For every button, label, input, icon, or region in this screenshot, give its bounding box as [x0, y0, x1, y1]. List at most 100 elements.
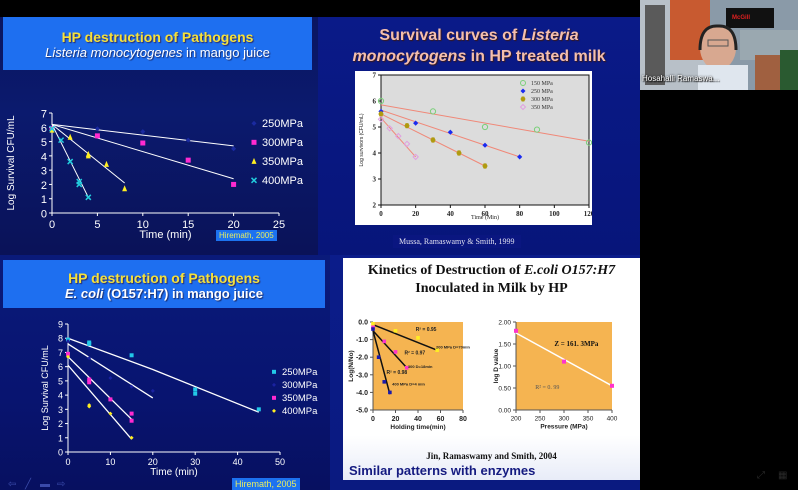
data-point: [393, 350, 398, 354]
annotation: 400 MPa D=4 min: [392, 381, 425, 386]
data-point: [140, 140, 146, 146]
pen-icon[interactable]: ╱: [25, 479, 32, 490]
data-point: [256, 407, 261, 412]
y-tick-label: 7: [373, 72, 377, 80]
forward-arrow-icon[interactable]: ⇨: [57, 479, 66, 490]
legend-label: 300 MPa: [531, 97, 553, 103]
y-tick-label: -4.0: [356, 390, 368, 397]
legend-label: 250MPa: [262, 118, 304, 130]
data-point: [585, 139, 592, 146]
z-value-annotation: Z = 161. 3MPa: [554, 340, 599, 348]
x-tick-label: 80: [459, 416, 467, 423]
data-point: [481, 123, 489, 131]
kinetics-panel: Kinetics of Destruction of E.coli O157:H…: [343, 258, 640, 480]
organism-name: E. coli: [65, 286, 104, 301]
y-tick-label: -5.0: [356, 408, 368, 415]
data-point: [87, 341, 92, 346]
y-tick-label: 6: [373, 98, 377, 106]
y-axis-label: Log Survival CFU/mL: [6, 115, 17, 210]
data-point: [377, 97, 385, 105]
trend-line: [67, 356, 133, 420]
trend-line: [67, 343, 154, 399]
trend-line: [515, 332, 613, 387]
slide-title: HP destruction of Pathogens: [68, 270, 260, 286]
data-point: [514, 328, 518, 333]
citation: Mussa, Ramaswamy & Smith, 1999: [393, 235, 521, 248]
data-point: [108, 411, 113, 416]
annotation: R² = 0.95: [416, 327, 437, 333]
data-point: [67, 133, 73, 140]
x-axis-label: Pressure (MPa): [540, 424, 587, 431]
data-point: [533, 126, 541, 133]
data-point: [87, 404, 92, 409]
y-tick-label: 0: [41, 209, 47, 221]
data-point: [520, 88, 526, 94]
citation: Hiremath, 2005: [216, 230, 277, 241]
x-tick-label: 0: [379, 210, 383, 218]
data-point: [108, 376, 113, 381]
title-text: Survival curves of: [379, 27, 522, 44]
expand-icon[interactable]: ⤢: [757, 470, 765, 481]
back-arrow-icon[interactable]: ⇦: [8, 479, 17, 490]
grid-view-icon[interactable]: ▦: [778, 470, 788, 481]
data-point: [103, 160, 109, 167]
legend-label: 350MPa: [262, 156, 304, 168]
plot-area: [380, 74, 590, 206]
title-italic: E.coli O157:H7: [524, 263, 616, 278]
y-tick-label: -2.0: [356, 355, 368, 362]
y-tick-label: -3.0: [356, 372, 368, 379]
legend-label: 400MPa: [262, 175, 304, 187]
y-tick-label: 4: [373, 150, 377, 158]
x-axis-label: Holding time(min): [390, 424, 445, 431]
data-point: [382, 339, 387, 344]
data-point: [272, 369, 276, 374]
title-italic: Listeria: [521, 27, 579, 44]
y-tick-label: 2.00: [498, 319, 511, 326]
data-point: [388, 390, 392, 395]
citation: Jin, Ramaswamy and Smith, 2004: [426, 451, 557, 461]
data-point: [251, 157, 257, 164]
data-point: [85, 152, 91, 159]
data-point: [108, 397, 113, 402]
y-tick-label: 6: [58, 362, 63, 372]
data-point: [435, 348, 439, 352]
data-point: [382, 380, 387, 384]
x-axis-label: Time (Min): [471, 214, 499, 221]
data-point: [520, 96, 526, 102]
y-tick-label: 0: [58, 448, 63, 458]
data-point: [378, 111, 384, 117]
annotation: 300 D=18min: [408, 364, 433, 369]
presenter-video: McGill: [640, 0, 798, 90]
trend-line: [51, 123, 234, 180]
plot-area: [516, 322, 612, 410]
data-point: [85, 194, 92, 201]
slides-grid-icon[interactable]: ▬: [40, 479, 50, 490]
data-point: [519, 103, 527, 111]
data-point: [94, 133, 100, 139]
data-point: [129, 418, 134, 423]
data-point: [562, 359, 566, 364]
data-point: [430, 137, 436, 143]
r-squared-annotation: R² = 0. 99: [535, 385, 559, 391]
data-point: [94, 126, 100, 132]
meeting-sidebar: McGill Hosahalli Ramaswa... ⤢ ▦: [640, 0, 798, 490]
legend-label: 250MPa: [282, 367, 318, 378]
legend-label: 400MPa: [282, 406, 318, 417]
data-point: [404, 123, 410, 129]
x-tick-label: 400: [607, 416, 618, 423]
y-tick-label: 0.00: [498, 407, 511, 414]
trend-line: [380, 117, 417, 158]
data-point: [76, 181, 83, 188]
x-tick-label: 40: [447, 210, 455, 218]
x-tick-label: 300: [559, 416, 570, 423]
slide-title: Survival curves of Listeria monocytogens…: [318, 25, 640, 67]
data-point: [129, 384, 134, 389]
presenter-video-tile[interactable]: McGill Hosahalli Ramaswa...: [640, 0, 798, 90]
x-tick-label: 0: [49, 219, 55, 231]
title-text: Inoculated in Milk by HP: [415, 281, 568, 296]
x-tick-label: 60: [482, 210, 490, 218]
data-point: [251, 139, 257, 145]
y-tick-label: 0.0: [358, 320, 368, 327]
quadrant-ecoli-mango: HP destruction of Pathogens E. coli (O15…: [0, 255, 330, 490]
title-text: in HP treated milk: [466, 48, 606, 65]
